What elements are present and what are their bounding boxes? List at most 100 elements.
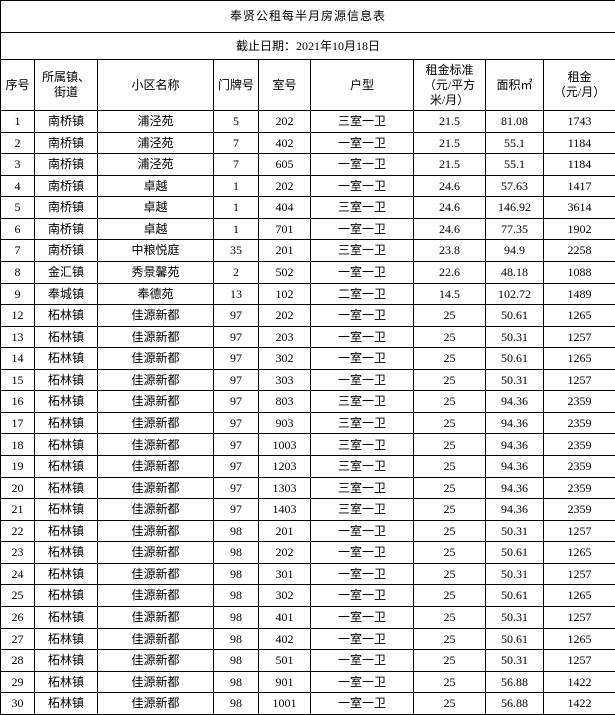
cell-room-no: 201 xyxy=(258,519,311,543)
cell-building-no: 97 xyxy=(213,498,259,521)
cell-rent-rate: 25 xyxy=(413,627,486,651)
cell-rent-rate: 24.6 xyxy=(413,217,486,241)
cell-serial: 29 xyxy=(0,670,35,694)
cell-rent-rate: 25 xyxy=(413,455,486,478)
cell-layout: 一室一卫 xyxy=(310,260,414,284)
cell-rent: 1257 xyxy=(542,605,615,629)
cell-rent-rate: 25 xyxy=(413,498,486,521)
cell-community: 佳源新都 xyxy=(97,519,214,543)
table-row: 24 柘林镇 佳源新都 98 301 一室一卫 25 50.31 1257 xyxy=(0,562,615,586)
column-header-area: 面积㎡ xyxy=(485,59,544,111)
cell-rent: 1257 xyxy=(542,562,615,586)
cell-room-no: 901 xyxy=(258,670,311,694)
cell-rent: 1489 xyxy=(542,282,615,306)
cell-serial: 18 xyxy=(0,433,35,456)
cell-layout: 二室一卫 xyxy=(310,282,414,306)
cell-rent: 1743 xyxy=(542,110,615,133)
cell-rent: 1257 xyxy=(542,649,615,672)
cell-area: 50.61 xyxy=(485,304,544,327)
cell-rent: 1422 xyxy=(542,692,615,715)
cell-rent: 2359 xyxy=(542,476,615,500)
cell-building-no: 98 xyxy=(213,605,259,629)
cell-layout: 一室一卫 xyxy=(310,325,414,349)
cell-serial: 17 xyxy=(0,411,35,435)
cell-town: 柘林镇 xyxy=(34,605,98,629)
cell-rent-rate: 25 xyxy=(413,670,486,694)
cell-town: 柘林镇 xyxy=(34,455,98,478)
cell-building-no: 97 xyxy=(213,433,259,456)
cell-building-no: 97 xyxy=(213,325,259,349)
cell-community: 佳源新都 xyxy=(97,605,214,629)
cell-area: 102.72 xyxy=(485,282,544,306)
cell-rent-rate: 25 xyxy=(413,368,486,392)
cell-layout: 三室一卫 xyxy=(310,390,414,413)
column-header-building-no: 门牌号 xyxy=(213,59,259,111)
cell-layout: 三室一卫 xyxy=(310,476,414,500)
cell-area: 94.9 xyxy=(485,239,544,262)
table-row: 5 南桥镇 卓越 1 404 三室一卫 24.6 146.92 3614 xyxy=(0,196,615,219)
cell-building-no: 97 xyxy=(213,455,259,478)
cell-building-no: 97 xyxy=(213,368,259,392)
cell-rent-rate: 23.8 xyxy=(413,239,486,262)
cell-community: 浦泾苑 xyxy=(97,153,214,176)
cell-layout: 一室一卫 xyxy=(310,670,414,694)
cell-rent-rate: 25 xyxy=(413,433,486,456)
cell-room-no: 502 xyxy=(258,260,311,284)
title-row: 奉贤公租每半月房源信息表 xyxy=(0,0,615,33)
cell-rent: 2359 xyxy=(542,390,615,413)
cell-community: 秀景馨苑 xyxy=(97,260,214,284)
cell-town: 柘林镇 xyxy=(34,584,98,607)
cell-layout: 一室一卫 xyxy=(310,304,414,327)
table-row: 21 柘林镇 佳源新都 97 1403 三室一卫 25 94.36 2359 xyxy=(0,498,615,521)
cell-town: 奉城镇 xyxy=(34,282,98,306)
cell-rent: 1184 xyxy=(542,131,615,155)
cell-rent-rate: 21.5 xyxy=(413,131,486,155)
cell-rent: 1265 xyxy=(542,347,615,370)
cell-town: 柘林镇 xyxy=(34,304,98,327)
cell-layout: 三室一卫 xyxy=(310,411,414,435)
cell-serial: 14 xyxy=(0,347,35,370)
column-header-layout: 户型 xyxy=(310,59,414,111)
cell-building-no: 2 xyxy=(213,260,259,284)
cell-community: 卓越 xyxy=(97,196,214,219)
cell-rent-rate: 25 xyxy=(413,476,486,500)
cell-layout: 一室一卫 xyxy=(310,131,414,155)
cell-area: 50.61 xyxy=(485,627,544,651)
cell-building-no: 98 xyxy=(213,562,259,586)
cell-layout: 三室一卫 xyxy=(310,455,414,478)
cell-serial: 21 xyxy=(0,498,35,521)
cell-room-no: 402 xyxy=(258,131,311,155)
cell-building-no: 1 xyxy=(213,174,259,198)
table-row: 6 南桥镇 卓越 1 701 一室一卫 24.6 77.35 1902 xyxy=(0,217,615,241)
table-row: 16 柘林镇 佳源新都 97 803 三室一卫 25 94.36 2359 xyxy=(0,390,615,413)
column-header-community: 小区名称 xyxy=(97,59,214,111)
cell-community: 浦泾苑 xyxy=(97,110,214,133)
table-row: 28 柘林镇 佳源新都 98 501 一室一卫 25 50.31 1257 xyxy=(0,649,615,672)
cell-room-no: 1001 xyxy=(258,692,311,715)
table-row: 25 柘林镇 佳源新都 98 302 一室一卫 25 50.61 1265 xyxy=(0,584,615,607)
cell-area: 50.31 xyxy=(485,325,544,349)
cell-building-no: 98 xyxy=(213,584,259,607)
cell-building-no: 97 xyxy=(213,347,259,370)
cell-serial: 13 xyxy=(0,325,35,349)
cell-building-no: 98 xyxy=(213,627,259,651)
cell-town: 柘林镇 xyxy=(34,649,98,672)
cell-building-no: 98 xyxy=(213,649,259,672)
cell-community: 卓越 xyxy=(97,217,214,241)
cell-building-no: 98 xyxy=(213,692,259,715)
cell-community: 佳源新都 xyxy=(97,433,214,456)
cell-layout: 一室一卫 xyxy=(310,584,414,607)
cell-community: 佳源新都 xyxy=(97,368,214,392)
cell-serial: 15 xyxy=(0,368,35,392)
cell-community: 佳源新都 xyxy=(97,476,214,500)
cell-building-no: 35 xyxy=(213,239,259,262)
table-row: 4 南桥镇 卓越 1 202 一室一卫 24.6 57.63 1417 xyxy=(0,174,615,198)
cell-rent: 1257 xyxy=(542,519,615,543)
cell-room-no: 202 xyxy=(258,304,311,327)
table-row: 29 柘林镇 佳源新都 98 901 一室一卫 25 56.88 1422 xyxy=(0,670,615,694)
cell-rent: 3614 xyxy=(542,196,615,219)
table-row: 2 南桥镇 浦泾苑 7 402 一室一卫 21.5 55.1 1184 xyxy=(0,131,615,155)
cell-rent-rate: 21.5 xyxy=(413,153,486,176)
cell-building-no: 5 xyxy=(213,110,259,133)
